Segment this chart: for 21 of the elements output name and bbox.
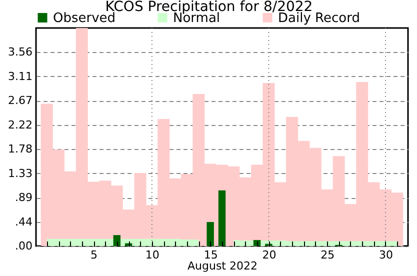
x-tick-label: 10 (145, 248, 160, 262)
y-tick-label: .89 (15, 191, 32, 204)
x-tick-label: 15 (204, 248, 218, 262)
bar (113, 235, 121, 246)
legend-label: Daily Record (278, 10, 360, 26)
y-tick-label: 2.22 (8, 118, 32, 132)
y-tick-label: .00 (15, 240, 32, 252)
x-tick-label: 30 (378, 248, 393, 262)
legend-label: Normal (173, 10, 220, 26)
x-tick-label: 20 (262, 248, 276, 262)
x-tick-label: 25 (320, 248, 335, 262)
bar (218, 190, 226, 246)
y-tick-label: .44 (15, 215, 32, 228)
y-tick-label: 3.56 (8, 46, 32, 59)
y-tick-label: 2.67 (8, 94, 32, 108)
y-tick-label: 3.11 (8, 70, 32, 83)
x-axis-title: August 2022 (188, 260, 258, 272)
x-tick-label: 5 (90, 248, 98, 262)
y-tick-label: 1.78 (8, 142, 32, 156)
y-tick-label: 1.33 (8, 166, 32, 180)
bar (206, 222, 214, 246)
